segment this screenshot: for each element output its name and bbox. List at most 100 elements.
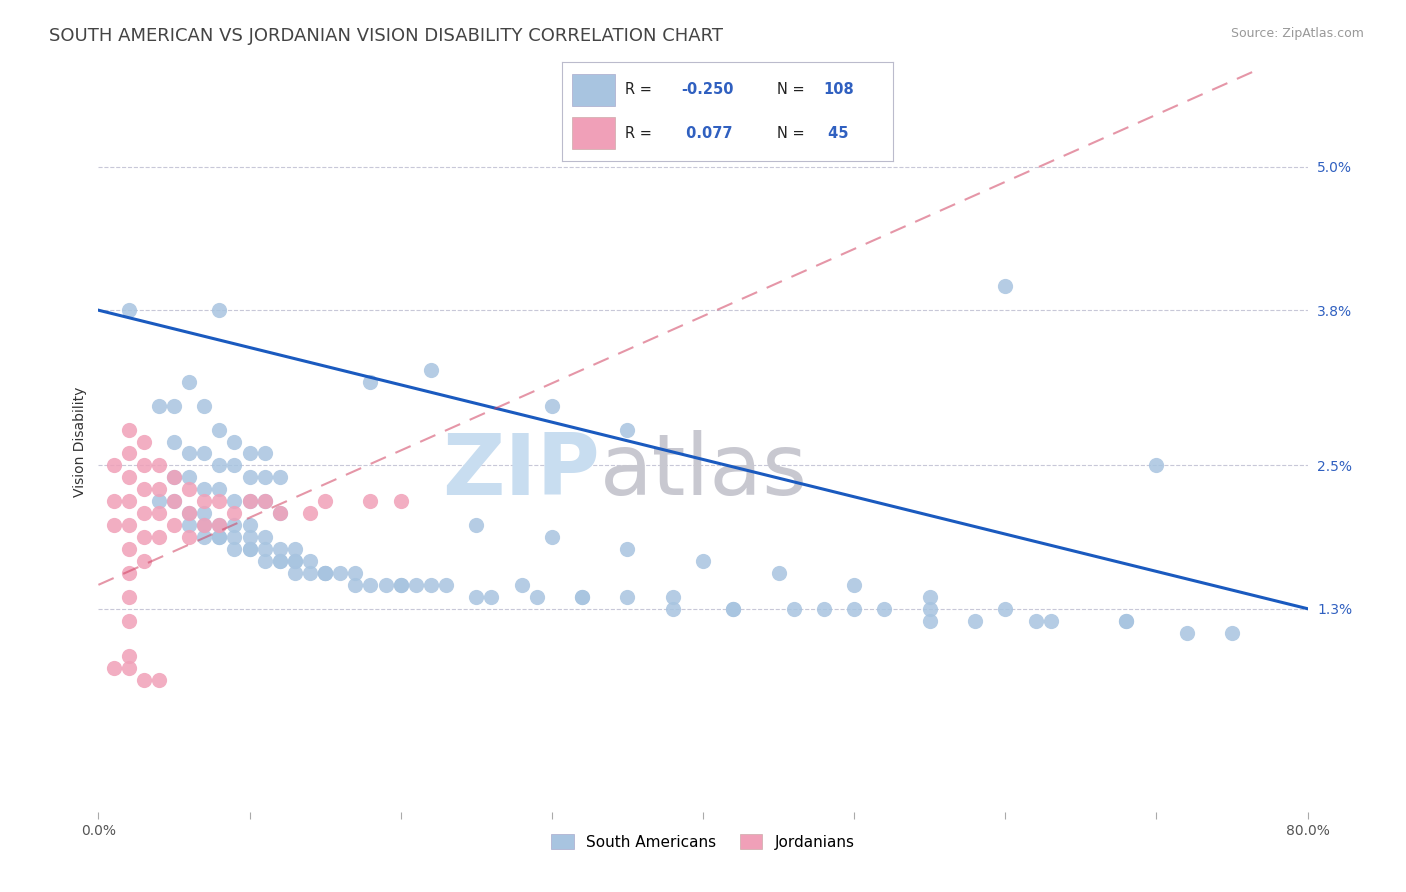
Text: SOUTH AMERICAN VS JORDANIAN VISION DISABILITY CORRELATION CHART: SOUTH AMERICAN VS JORDANIAN VISION DISAB… [49, 27, 723, 45]
Point [481, 590, 503, 604]
Point [193, 518, 215, 533]
Point [163, 494, 186, 508]
Point [132, 434, 155, 449]
Point [723, 601, 745, 615]
Point [571, 590, 593, 604]
Point [434, 578, 457, 592]
Point [132, 458, 155, 473]
Point [163, 434, 186, 449]
Point [224, 458, 246, 473]
Point [1039, 614, 1062, 628]
Point [239, 494, 262, 508]
Point [661, 590, 683, 604]
Point [314, 494, 336, 508]
Point [813, 601, 835, 615]
Point [208, 458, 231, 473]
Point [208, 518, 231, 533]
Text: N =: N = [778, 126, 810, 141]
Point [179, 506, 201, 520]
Text: 45: 45 [824, 126, 849, 141]
Point [239, 494, 262, 508]
Text: -0.250: -0.250 [682, 82, 734, 97]
Point [224, 518, 246, 533]
Point [239, 446, 262, 460]
Point [253, 554, 276, 568]
Point [571, 590, 593, 604]
Point [253, 446, 276, 460]
Point [344, 566, 367, 580]
Point [465, 590, 488, 604]
Point [314, 566, 336, 580]
Point [374, 578, 396, 592]
Point [132, 483, 155, 497]
Point [329, 566, 352, 580]
Point [1175, 625, 1198, 640]
Point [163, 518, 186, 533]
Point [118, 518, 141, 533]
Point [208, 423, 231, 437]
Point [1115, 614, 1137, 628]
Point [253, 494, 276, 508]
Point [118, 494, 141, 508]
Point [118, 470, 141, 484]
Point [179, 530, 201, 544]
Point [103, 494, 125, 508]
Point [965, 614, 987, 628]
Y-axis label: Vision Disability: Vision Disability [73, 386, 87, 497]
Point [193, 446, 215, 460]
Point [193, 506, 215, 520]
Point [208, 518, 231, 533]
Point [389, 494, 412, 508]
Point [118, 649, 141, 664]
Point [208, 530, 231, 544]
Point [208, 494, 231, 508]
Point [253, 530, 276, 544]
Point [844, 601, 866, 615]
Point [284, 554, 307, 568]
Point [1115, 614, 1137, 628]
Point [389, 578, 412, 592]
Point [253, 470, 276, 484]
Point [253, 541, 276, 556]
Point [420, 578, 443, 592]
Point [239, 541, 262, 556]
Point [193, 494, 215, 508]
Point [239, 530, 262, 544]
Point [723, 601, 745, 615]
Point [661, 601, 683, 615]
Point [360, 375, 382, 389]
Point [148, 483, 170, 497]
Point [314, 566, 336, 580]
Point [118, 614, 141, 628]
Point [103, 661, 125, 675]
Point [1220, 625, 1243, 640]
Point [284, 541, 307, 556]
Point [118, 446, 141, 460]
Text: Source: ZipAtlas.com: Source: ZipAtlas.com [1230, 27, 1364, 40]
Point [148, 530, 170, 544]
Point [253, 494, 276, 508]
Text: R =: R = [626, 82, 657, 97]
Legend: South Americans, Jordanians: South Americans, Jordanians [546, 828, 860, 856]
Text: N =: N = [778, 82, 810, 97]
Point [224, 530, 246, 544]
Point [103, 458, 125, 473]
Point [314, 566, 336, 580]
Point [344, 578, 367, 592]
Point [118, 541, 141, 556]
Point [118, 423, 141, 437]
Point [179, 518, 201, 533]
Point [179, 470, 201, 484]
Point [389, 578, 412, 592]
Point [299, 554, 322, 568]
Point [224, 541, 246, 556]
Point [1144, 458, 1167, 473]
Point [299, 566, 322, 580]
Text: 0.077: 0.077 [682, 126, 733, 141]
Point [284, 554, 307, 568]
Point [918, 614, 941, 628]
Point [179, 446, 201, 460]
Point [224, 506, 246, 520]
Point [193, 530, 215, 544]
Point [163, 494, 186, 508]
